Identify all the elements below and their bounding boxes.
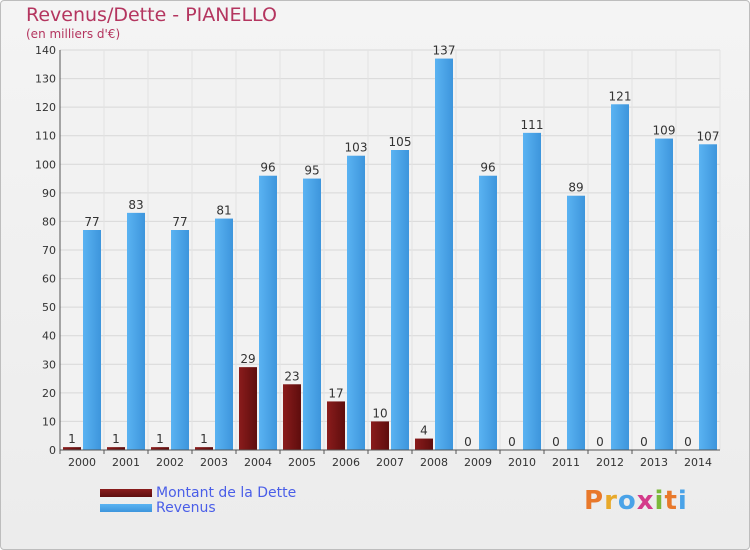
data-label-revenus: 81: [216, 204, 231, 218]
data-label-revenus: 103: [345, 141, 368, 155]
y-tick-label: 30: [42, 358, 56, 371]
y-tick-label: 100: [35, 158, 56, 171]
logo-letter: t: [664, 486, 678, 516]
data-label-dette: 0: [464, 435, 472, 449]
x-tick-label: 2005: [288, 456, 316, 469]
logo-letter: i: [677, 486, 688, 516]
x-tick-label: 2011: [552, 456, 580, 469]
x-tick-label: 2014: [684, 456, 712, 469]
bar-dette: [195, 447, 213, 450]
bar-revenus: [347, 155, 365, 450]
logo-letter: i: [654, 486, 665, 516]
logo-letter: r: [604, 486, 618, 516]
bar-revenus: [83, 230, 101, 450]
data-label-dette: 0: [508, 435, 516, 449]
data-label-revenus: 96: [480, 161, 495, 175]
legend-swatch-dette: [100, 489, 152, 497]
bar-revenus: [303, 178, 321, 451]
x-tick-label: 2001: [112, 456, 140, 469]
data-label-dette: 0: [596, 435, 604, 449]
x-tick-label: 2002: [156, 456, 184, 469]
data-label-dette: 0: [552, 435, 560, 449]
bar-dette: [151, 447, 169, 450]
x-tick-label: 2012: [596, 456, 624, 469]
data-label-revenus: 89: [568, 181, 583, 195]
data-label-revenus: 77: [172, 215, 187, 229]
y-tick-label: 110: [35, 130, 56, 143]
x-tick-label: 2009: [464, 456, 492, 469]
bar-revenus: [611, 104, 629, 451]
bar-revenus: [171, 230, 189, 450]
data-label-dette: 10: [372, 406, 387, 420]
x-tick-label: 2000: [68, 456, 96, 469]
data-label-revenus: 109: [653, 124, 676, 138]
data-label-revenus: 95: [304, 164, 319, 178]
data-label-revenus: 111: [521, 118, 544, 132]
y-tick-label: 40: [42, 330, 56, 343]
logo-letter: x: [636, 486, 655, 516]
chart-subtitle: (en milliers d'€): [26, 27, 121, 41]
logo-letter: P: [584, 486, 605, 516]
chart-title: Revenus/Dette - PIANELLO: [26, 4, 277, 26]
bar-revenus: [435, 58, 453, 450]
bar-revenus: [127, 212, 145, 450]
y-tick-label: 80: [42, 215, 56, 228]
data-label-revenus: 107: [697, 129, 720, 143]
bar-revenus: [479, 175, 497, 450]
data-label-dette: 4: [420, 424, 428, 438]
bar-dette: [107, 447, 125, 450]
data-label-revenus: 83: [128, 198, 143, 212]
bar-revenus: [655, 138, 673, 451]
bar-dette: [415, 438, 433, 450]
bar-dette: [283, 384, 301, 450]
y-tick-label: 60: [42, 273, 56, 286]
data-label-dette: 23: [284, 369, 299, 383]
bar-revenus: [699, 144, 717, 451]
y-tick-label: 140: [35, 44, 56, 57]
x-tick-label: 2003: [200, 456, 228, 469]
data-label-revenus: 105: [389, 135, 412, 149]
x-tick-label: 2008: [420, 456, 448, 469]
bar-dette: [63, 447, 81, 450]
data-label-revenus: 121: [609, 89, 632, 103]
y-tick-label: 10: [42, 415, 56, 428]
x-tick-label: 2006: [332, 456, 360, 469]
x-tick-label: 2013: [640, 456, 668, 469]
bar-revenus: [567, 195, 585, 450]
y-tick-label: 120: [35, 101, 56, 114]
data-label-dette: 29: [240, 352, 255, 366]
bar-dette: [327, 401, 345, 450]
x-tick-label: 2007: [376, 456, 404, 469]
y-tick-label: 70: [42, 244, 56, 257]
data-label-dette: 17: [328, 386, 343, 400]
legend-label-dette: Montant de la Dette: [156, 485, 297, 501]
y-tick-label: 0: [49, 444, 56, 457]
y-tick-label: 90: [42, 187, 56, 200]
logo-letter: o: [617, 486, 637, 516]
bar-revenus: [391, 150, 409, 450]
data-label-dette: 0: [684, 435, 692, 449]
y-tick-label: 50: [42, 301, 56, 314]
bar-dette: [371, 421, 389, 450]
y-tick-label: 20: [42, 387, 56, 400]
data-label-revenus: 137: [433, 44, 456, 58]
y-tick-label: 130: [35, 73, 56, 86]
data-label-dette: 1: [200, 432, 208, 446]
x-tick-label: 2010: [508, 456, 536, 469]
x-tick-label: 2004: [244, 456, 272, 469]
proxiti-logo: Proxiti: [584, 486, 688, 516]
data-label-dette: 1: [68, 432, 76, 446]
legend-swatch-revenus: [100, 504, 152, 512]
data-label-dette: 0: [640, 435, 648, 449]
bar-dette: [239, 367, 257, 450]
data-label-dette: 1: [112, 432, 120, 446]
bar-revenus: [215, 218, 233, 450]
bar-revenus: [259, 175, 277, 450]
data-label-revenus: 96: [260, 161, 275, 175]
data-label-dette: 1: [156, 432, 164, 446]
data-label-revenus: 77: [84, 215, 99, 229]
legend-label-revenus: Revenus: [156, 500, 216, 516]
bar-revenus: [523, 132, 541, 450]
